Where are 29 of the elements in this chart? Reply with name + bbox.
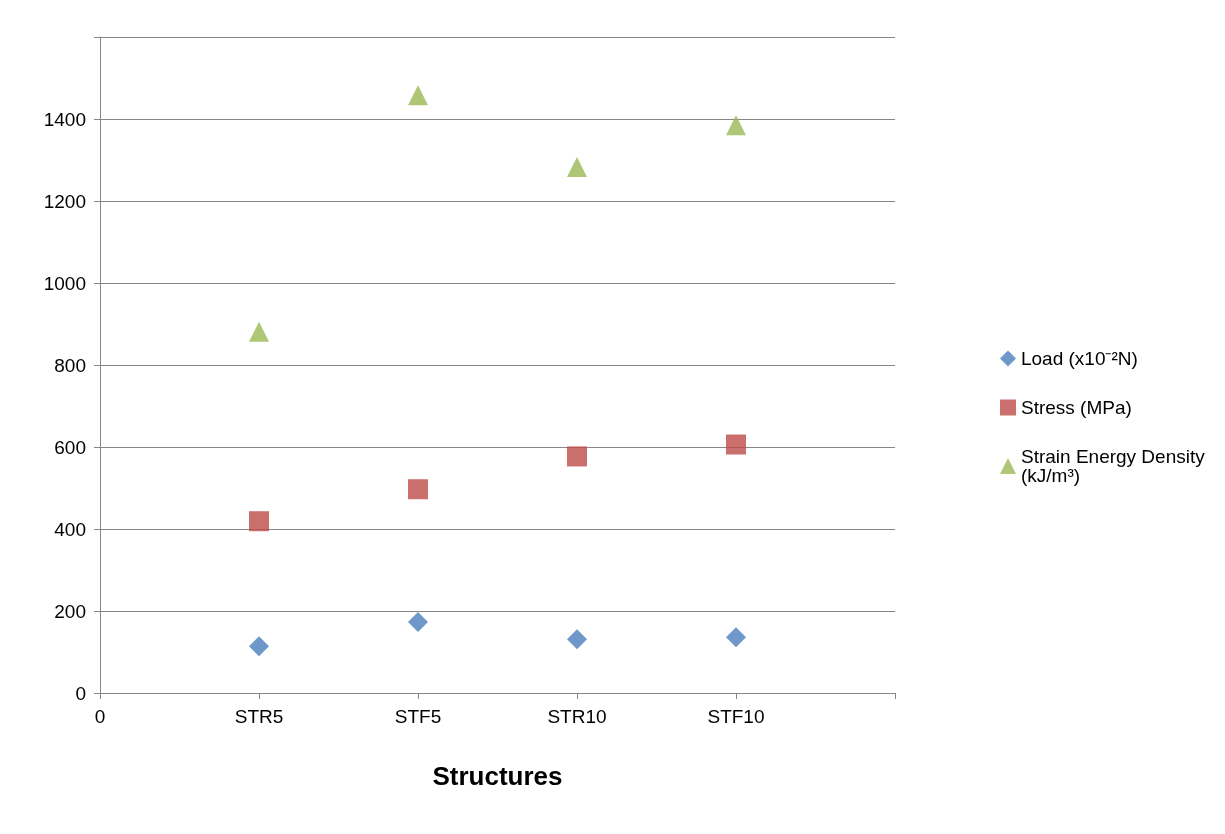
x-axis-title: Structures (432, 761, 563, 791)
point (567, 629, 587, 650)
point (726, 627, 746, 648)
y-tick-label: 600 (54, 436, 86, 458)
point (408, 479, 428, 500)
point (249, 321, 269, 342)
point (567, 446, 587, 467)
y-tick-label: 1000 (43, 272, 86, 294)
legend-label: Load (x10⁻²N) (1020, 348, 1138, 369)
x-tick-label: STF10 (707, 706, 765, 727)
y-tick-label: 200 (54, 600, 86, 622)
x-tick-label: STR5 (234, 706, 284, 727)
x-tick-label: STR10 (547, 706, 607, 727)
point (408, 85, 428, 106)
point (726, 434, 746, 455)
y-tick-label: 1400 (43, 108, 86, 130)
x-tick-label: STF5 (394, 706, 442, 727)
y-tick-label: 1200 (43, 190, 86, 212)
point (249, 511, 269, 532)
point (408, 612, 428, 633)
point (567, 156, 587, 177)
x-tick-label: 0 (94, 706, 106, 727)
point (249, 636, 269, 657)
legend-label: Stress (MPa) (1020, 397, 1132, 418)
y-tick-label: 400 (54, 518, 86, 540)
legend-label: Strain Energy Density (kJ/m³) (1020, 446, 1211, 486)
y-tick-label: 0 (75, 682, 86, 704)
y-tick-label: 800 (54, 354, 86, 376)
point (726, 115, 746, 136)
